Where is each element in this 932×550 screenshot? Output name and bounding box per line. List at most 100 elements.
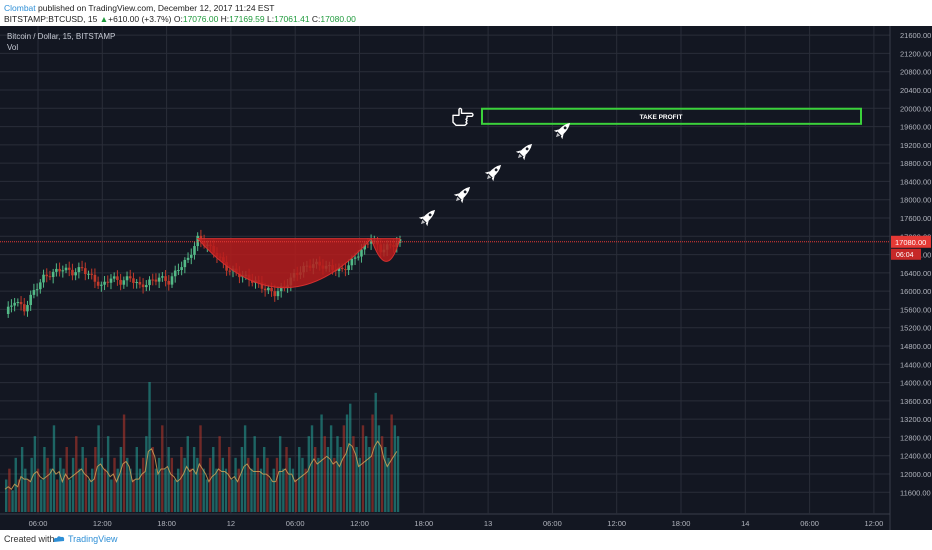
volume-bar	[129, 468, 132, 512]
y-tick-label: 14800.00	[900, 342, 931, 351]
volume-bar	[256, 457, 260, 512]
countdown-label: 06:04	[896, 252, 914, 259]
y-tick-label: 19200.00	[900, 141, 931, 150]
volume-bar	[145, 436, 148, 512]
rocket-icon	[515, 143, 533, 161]
y-tick-label: 14000.00	[900, 379, 931, 388]
publish-line: Clombat published on TradingView.com, De…	[4, 3, 274, 13]
candle-body	[360, 249, 363, 257]
tradingview-brand-link[interactable]: TradingView	[68, 534, 118, 544]
volume-bar	[192, 447, 196, 512]
volume-bar	[313, 447, 317, 512]
volume-bar	[55, 479, 59, 512]
candle-body	[148, 279, 151, 286]
y-tick-label: 13600.00	[900, 397, 931, 406]
volume-bar	[237, 468, 240, 512]
volume-bar	[390, 414, 393, 512]
y-tick-label: 12800.00	[900, 433, 931, 442]
volume-bar	[173, 479, 177, 512]
author-link[interactable]: Clombat	[4, 3, 36, 13]
candle-body	[337, 267, 341, 272]
publish-header: Clombat published on TradingView.com, De…	[0, 0, 932, 26]
volume-bar	[52, 425, 56, 512]
candle-body	[347, 265, 350, 271]
volume-bar	[205, 479, 209, 512]
volume-bar	[377, 425, 381, 512]
y-tick-label: 15600.00	[900, 305, 931, 314]
volume-bar	[285, 447, 288, 512]
candle-body	[398, 239, 402, 243]
candle-body	[350, 258, 354, 266]
y-tick-label: 18000.00	[900, 196, 931, 205]
volume-bar	[157, 457, 161, 512]
volume-bar	[126, 457, 129, 512]
volume-bar	[387, 457, 390, 512]
candle-body	[186, 257, 190, 260]
candle-body	[145, 285, 148, 288]
volume-ma-line	[4, 440, 398, 490]
x-tick-label: 14	[741, 519, 749, 528]
candle-body	[61, 270, 65, 272]
volume-bar	[301, 457, 304, 512]
candle-body	[106, 281, 110, 283]
rocket-icon	[553, 122, 571, 140]
y-tick-label: 17600.00	[900, 214, 931, 223]
candle-body	[22, 304, 26, 312]
volume-bar	[374, 392, 377, 512]
volume-bar	[180, 447, 183, 512]
candle-body	[164, 276, 167, 281]
y-tick-label: 21200.00	[900, 49, 931, 58]
chart-area[interactable]: 21600.00 21200.00 20800.00 20400.00 20000.00…	[0, 26, 932, 530]
volume-bar	[218, 436, 221, 512]
volume-bar	[326, 447, 330, 512]
chart-canvas[interactable]: 21600.00 21200.00 20800.00 20400.00 20000.00…	[0, 26, 932, 530]
y-tick-label: 20400.00	[900, 86, 931, 95]
volume-bar	[62, 468, 65, 512]
candle-body	[35, 289, 39, 291]
volume-bar	[103, 468, 107, 512]
rocket-icon	[418, 209, 436, 227]
volume-bar	[307, 436, 311, 512]
y-tick-label: 14400.00	[900, 360, 931, 369]
volume-bar	[208, 457, 212, 512]
candle-body	[48, 276, 52, 278]
volume-bar	[132, 479, 135, 512]
candle-body	[45, 274, 49, 277]
volume-bar	[342, 425, 346, 512]
volume-bar	[358, 457, 361, 512]
x-tick-label: 06:00	[800, 519, 819, 528]
current-price-tag	[891, 235, 931, 248]
volume-bar	[24, 468, 27, 512]
y-tick-label: 13200.00	[900, 415, 931, 424]
volume-bar	[291, 468, 295, 512]
rocket-icon	[453, 186, 471, 204]
volume-bar	[275, 457, 279, 512]
volume-bar	[94, 447, 97, 512]
ohlc-close-label: C:	[311, 14, 321, 24]
volume-bar	[5, 479, 8, 512]
volume-bar	[364, 436, 368, 512]
candle-body	[276, 291, 280, 297]
x-tick-label: 12:00	[607, 519, 626, 528]
volume-bar	[215, 468, 218, 512]
candle-body	[51, 271, 55, 278]
candle-body	[263, 288, 267, 291]
candle-body	[267, 287, 270, 291]
candle-body	[93, 274, 97, 282]
candle-body	[71, 269, 74, 276]
countdown-tag	[891, 248, 921, 260]
candle-body	[116, 276, 119, 280]
candle-body	[189, 254, 193, 258]
volume-bar	[167, 447, 170, 512]
y-tick-label: 15200.00	[900, 324, 931, 333]
y-tick-label: 16000.00	[900, 287, 931, 296]
volume-bar	[154, 468, 158, 512]
volume-bar	[196, 457, 199, 512]
volume-bar	[393, 425, 397, 512]
y-tick-label: 18800.00	[900, 159, 931, 168]
volume-bar	[49, 468, 52, 512]
candle-body	[13, 302, 16, 306]
x-tick-label: 12:00	[350, 519, 369, 528]
candle-body	[74, 272, 77, 276]
candle-body	[122, 280, 126, 285]
